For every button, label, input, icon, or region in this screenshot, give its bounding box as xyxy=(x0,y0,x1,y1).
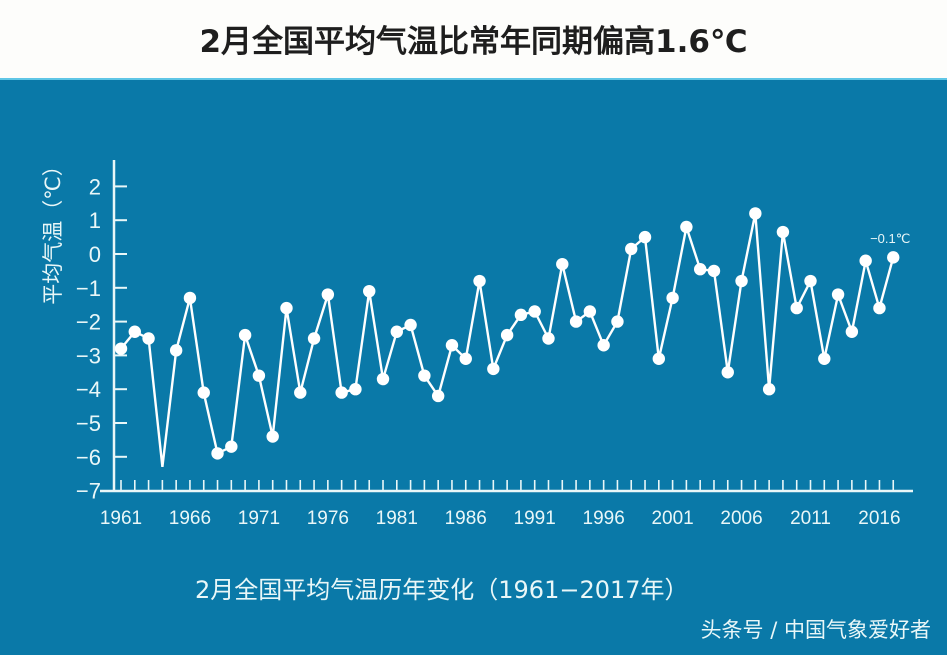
data-point xyxy=(335,386,348,399)
data-point xyxy=(514,308,528,322)
data-point xyxy=(487,362,500,376)
chart-title: 2月全国平均气温比常年同期偏高1.6℃ xyxy=(199,24,748,60)
data-point xyxy=(225,440,238,453)
data-point xyxy=(431,389,445,403)
data-point xyxy=(473,274,486,288)
data-point xyxy=(804,274,817,288)
data-point xyxy=(831,288,845,301)
y-tick-label: −7 xyxy=(76,479,101,504)
x-tick-label: 1986 xyxy=(445,508,487,529)
data-point xyxy=(762,383,776,396)
data-point xyxy=(680,220,693,234)
data-point xyxy=(790,301,803,315)
y-tick-label: 2 xyxy=(89,174,101,199)
x-tick-label: 1966 xyxy=(169,508,211,529)
data-point xyxy=(280,301,293,315)
x-tick-label: 2011 xyxy=(790,508,831,529)
data-point xyxy=(556,257,569,271)
data-point xyxy=(294,386,307,399)
data-point xyxy=(238,328,252,342)
data-point xyxy=(114,342,128,355)
y-tick-label: −6 xyxy=(76,445,101,470)
data-point xyxy=(542,332,555,345)
data-point xyxy=(749,207,762,220)
y-axis-label: 平均气温（℃） xyxy=(41,155,65,305)
y-tick-label: −3 xyxy=(76,343,101,368)
x-tick-label: 1991 xyxy=(514,508,556,529)
data-point xyxy=(266,430,279,443)
x-tick-label: 2001 xyxy=(651,508,693,529)
x-tick-label: 2016 xyxy=(858,508,900,529)
data-point xyxy=(887,251,900,264)
data-point xyxy=(597,339,610,352)
data-point xyxy=(169,344,183,357)
chart-subtitle: 2月全国平均气温历年变化（1961−2017年） xyxy=(195,576,689,604)
chart-panel xyxy=(0,78,947,655)
y-tick-label: −2 xyxy=(76,310,101,335)
data-point xyxy=(735,274,748,288)
data-point xyxy=(142,332,155,345)
data-point xyxy=(528,305,541,318)
y-tick-label: 0 xyxy=(89,242,101,267)
data-point xyxy=(707,264,721,278)
data-point xyxy=(349,383,362,396)
data-point xyxy=(211,447,224,460)
data-point xyxy=(376,372,390,386)
data-point xyxy=(500,328,514,342)
data-point xyxy=(638,230,652,244)
data-point xyxy=(776,225,790,239)
data-point xyxy=(128,325,141,338)
data-point xyxy=(363,284,376,298)
x-tick-label: 1976 xyxy=(307,508,349,529)
data-point xyxy=(390,325,403,338)
y-tick-label: 1 xyxy=(89,208,101,233)
header: 2月全国平均气温比常年同期偏高1.6℃ xyxy=(0,0,947,76)
data-point xyxy=(611,315,624,328)
data-point xyxy=(721,366,734,379)
data-point xyxy=(459,352,472,365)
data-point xyxy=(652,352,666,365)
x-tick-label: 1971 xyxy=(238,508,280,529)
data-point xyxy=(625,242,638,256)
data-point xyxy=(321,288,335,301)
data-point xyxy=(445,339,459,352)
x-tick-label: 1961 xyxy=(100,508,142,529)
source-credit: 头条号 / 中国气象爱好者 xyxy=(700,618,931,642)
latest-value-annotation: −0.1℃ xyxy=(870,231,910,246)
data-point xyxy=(845,325,859,338)
data-point xyxy=(818,352,831,365)
data-point xyxy=(197,386,210,399)
data-point xyxy=(569,315,583,328)
data-point xyxy=(183,291,197,305)
x-tick-label: 2006 xyxy=(720,508,762,529)
data-point xyxy=(873,301,886,315)
x-tick-label: 1996 xyxy=(583,508,625,529)
data-point xyxy=(418,369,431,382)
data-point xyxy=(666,291,679,305)
data-point xyxy=(859,254,872,267)
data-point xyxy=(693,263,707,276)
y-tick-label: −4 xyxy=(76,377,101,402)
y-tick-label: −5 xyxy=(76,411,101,436)
data-point xyxy=(404,318,417,332)
data-point xyxy=(307,332,321,345)
data-point xyxy=(583,305,597,318)
x-tick-label: 1981 xyxy=(376,508,418,529)
data-point xyxy=(252,369,266,382)
y-tick-label: −1 xyxy=(76,276,101,301)
